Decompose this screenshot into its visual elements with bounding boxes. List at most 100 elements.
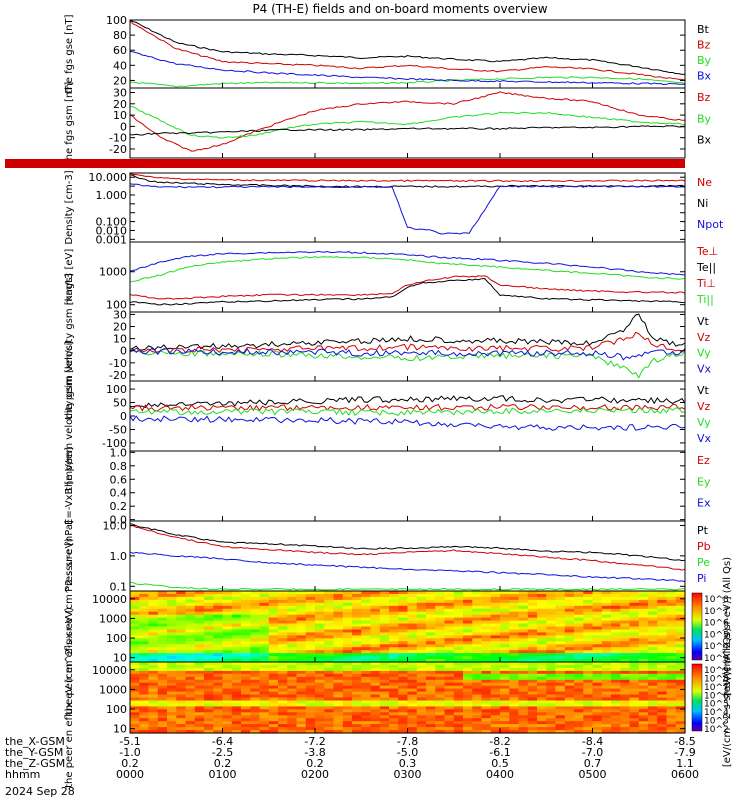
spectrogram-cell xyxy=(176,611,187,616)
spectrogram-cell xyxy=(564,647,575,651)
spectrogram-cell xyxy=(648,617,658,622)
spectrogram-cell xyxy=(379,697,390,702)
spectrogram-cell xyxy=(574,653,584,657)
spectrogram-cell xyxy=(463,611,473,616)
spectrogram-cell xyxy=(453,614,464,619)
spectrogram-cell xyxy=(500,647,510,651)
spectrogram-cell xyxy=(435,659,446,663)
spectrogram-cell xyxy=(435,667,446,672)
spectrogram-cell xyxy=(648,605,658,610)
spectrogram-cell xyxy=(130,626,140,631)
spectrogram-cell xyxy=(416,685,427,690)
spectrogram-cell xyxy=(426,676,436,681)
peer_spectrogram-cells xyxy=(130,662,686,734)
spectrogram-cell xyxy=(342,724,353,728)
spectrogram-cell xyxy=(259,667,270,672)
spectrogram-cell xyxy=(194,667,205,672)
spectrogram-cell xyxy=(629,611,640,616)
spectrogram-cell xyxy=(666,626,677,631)
spectrogram-cell xyxy=(500,682,510,687)
spectrogram-cell xyxy=(231,599,242,604)
spectrogram-cell xyxy=(315,697,325,702)
spectrogram-cell xyxy=(666,665,677,669)
spectrogram-cell xyxy=(352,673,362,678)
xaxis-tick-label: 0500 xyxy=(579,768,607,781)
spectrogram-cell xyxy=(167,629,177,634)
spectrogram-cell xyxy=(176,706,187,710)
spectrogram-cell xyxy=(352,685,362,690)
spectrogram-cell xyxy=(194,676,205,681)
spectrogram-cell xyxy=(666,670,677,675)
spectrogram-cell xyxy=(167,700,177,705)
spectrogram-cell xyxy=(555,667,566,672)
spectrogram-cell xyxy=(444,638,455,642)
spectrogram-cell xyxy=(278,665,288,669)
colorbar-tick-label: 10^8 xyxy=(704,674,729,684)
spectrogram-cell xyxy=(342,641,353,645)
spectrogram-cell xyxy=(555,700,566,705)
spectrogram-cell xyxy=(407,599,418,604)
spectrogram-cell xyxy=(629,709,640,713)
spectrogram-cell xyxy=(148,688,159,693)
spectrogram-cell xyxy=(518,709,529,713)
panel-peer_spectrogram: 10^910^810^710^610^510^410^310^2[eV/(cm^… xyxy=(64,607,733,788)
spectrogram-cell xyxy=(657,647,668,651)
spectrogram-cell xyxy=(259,712,270,716)
spectrogram-cell xyxy=(435,602,446,607)
spectrogram-cell xyxy=(167,712,177,716)
spectrogram-cell xyxy=(444,697,455,702)
spectrogram-cell xyxy=(333,706,344,710)
spectrogram-cell xyxy=(666,724,677,728)
spectrogram-cell xyxy=(389,682,399,687)
spectrogram-cell xyxy=(481,659,492,663)
spectrogram-cell xyxy=(648,682,658,687)
spectrogram-cell xyxy=(139,602,150,607)
spectrogram-cell xyxy=(555,644,566,648)
spectrogram-cell xyxy=(148,685,159,690)
spectrogram-cell xyxy=(130,697,140,702)
spectrogram-cell xyxy=(620,673,631,678)
spectrogram-cell xyxy=(444,635,455,639)
spectrogram-cell xyxy=(601,617,612,622)
spectrogram-cell xyxy=(426,623,436,628)
spectrogram-cell xyxy=(213,605,224,610)
spectrogram-cell xyxy=(426,656,436,660)
spectrogram-cell xyxy=(333,667,344,672)
xaxis-tick-label: -5.1 xyxy=(119,735,140,748)
spectrogram-cell xyxy=(592,709,603,713)
spectrogram-cell xyxy=(287,727,298,731)
spectrogram-cell xyxy=(379,605,390,610)
spectrogram-cell xyxy=(204,656,214,660)
spectrogram-cell xyxy=(176,688,187,693)
spectrogram-cell xyxy=(139,670,150,675)
spectrogram-cell xyxy=(638,599,649,604)
spectrogram-cell xyxy=(213,665,224,669)
spectrogram-cell xyxy=(629,715,640,719)
legend-entry-Vy: Vy xyxy=(697,416,711,429)
spectrogram-cell xyxy=(500,594,510,598)
spectrogram-cell xyxy=(527,623,538,628)
spectrogram-cell xyxy=(139,715,150,719)
spectrogram-cell xyxy=(407,623,418,628)
spectrogram-cell xyxy=(416,721,427,725)
spectrogram-cell xyxy=(268,605,279,610)
spectrogram-cell xyxy=(176,685,187,690)
spectrogram-cell xyxy=(453,662,464,666)
spectrogram-cell xyxy=(592,591,603,595)
spectrogram-cell xyxy=(305,703,316,707)
spectrogram-cell xyxy=(518,605,529,610)
spectrogram-cell xyxy=(574,611,584,616)
spectrogram-cell xyxy=(231,614,242,619)
spectrogram-cell xyxy=(268,659,279,663)
spectrogram-cell xyxy=(361,656,372,660)
spectrogram-cell xyxy=(194,682,205,687)
spectrogram-cell xyxy=(333,623,344,628)
spectrogram-cell xyxy=(259,709,270,713)
colorbar-tick-label: 10^2 xyxy=(704,725,729,735)
spectrogram-cell xyxy=(231,644,242,648)
spectrogram-cell xyxy=(675,665,686,669)
y-tick-label: 30 xyxy=(113,87,127,100)
spectrogram-cell xyxy=(241,632,251,636)
spectrogram-cell xyxy=(398,685,409,690)
peim_velocity-frame xyxy=(129,311,686,382)
